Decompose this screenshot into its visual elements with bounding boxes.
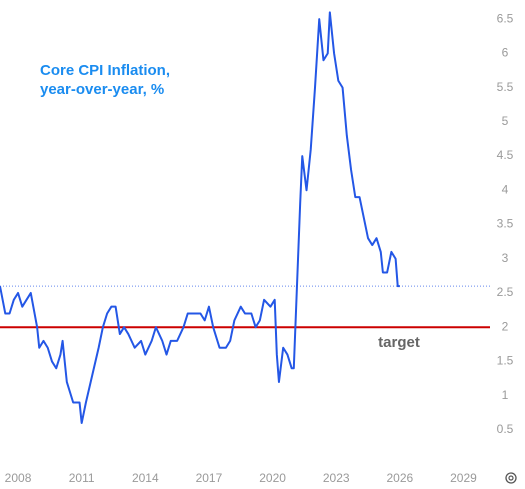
y-tick-label: 4 <box>502 182 509 196</box>
x-tick-label: 2026 <box>386 471 413 485</box>
x-tick-label: 2014 <box>132 471 159 485</box>
chart-title: Core CPI Inflation, year-over-year, % <box>40 62 171 98</box>
x-tick-label: 2017 <box>196 471 223 485</box>
y-tick-label: 2.5 <box>497 285 514 299</box>
y-tick-label: 6.5 <box>497 11 514 25</box>
y-tick-label: 1.5 <box>497 354 514 368</box>
icon-core <box>508 475 514 481</box>
x-tick-label: 2011 <box>69 471 95 485</box>
settings-icon[interactable] <box>505 472 517 484</box>
y-tick-label: 4.5 <box>497 148 514 162</box>
y-tick-label: 6 <box>502 46 509 60</box>
x-tick-label: 2008 <box>5 471 32 485</box>
y-tick-label: 2 <box>502 319 509 333</box>
icon-ring <box>505 472 517 484</box>
x-tick-label: 2029 <box>450 471 477 485</box>
y-tick-label: 0.5 <box>497 422 514 436</box>
y-tick-label: 3.5 <box>497 217 514 231</box>
y-tick-label: 5 <box>502 114 509 128</box>
series-line <box>0 11 400 425</box>
y-tick-label: 3 <box>502 251 509 265</box>
x-tick-label: 2020 <box>259 471 286 485</box>
x-tick-label: 2023 <box>323 471 350 485</box>
y-tick-label: 5.5 <box>497 80 514 94</box>
target-label: target <box>378 334 420 351</box>
y-tick-label: 1 <box>502 388 509 402</box>
